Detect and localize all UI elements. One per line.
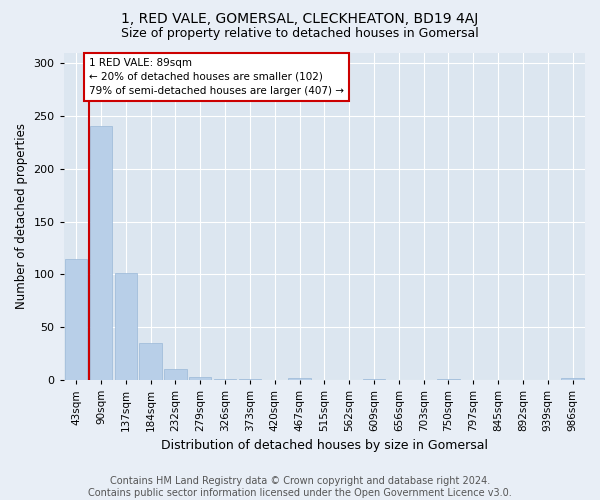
Bar xyxy=(214,379,236,380)
Bar xyxy=(239,379,261,380)
Bar xyxy=(437,379,460,380)
Bar xyxy=(65,258,87,380)
Bar xyxy=(164,370,187,380)
Bar xyxy=(363,379,385,380)
Text: 1, RED VALE, GOMERSAL, CLECKHEATON, BD19 4AJ: 1, RED VALE, GOMERSAL, CLECKHEATON, BD19… xyxy=(121,12,479,26)
Bar xyxy=(562,378,584,380)
X-axis label: Distribution of detached houses by size in Gomersal: Distribution of detached houses by size … xyxy=(161,440,488,452)
Text: 1 RED VALE: 89sqm
← 20% of detached houses are smaller (102)
79% of semi-detache: 1 RED VALE: 89sqm ← 20% of detached hous… xyxy=(89,58,344,96)
Text: Size of property relative to detached houses in Gomersal: Size of property relative to detached ho… xyxy=(121,28,479,40)
Y-axis label: Number of detached properties: Number of detached properties xyxy=(15,124,28,310)
Bar xyxy=(115,274,137,380)
Bar xyxy=(90,126,112,380)
Text: Contains HM Land Registry data © Crown copyright and database right 2024.
Contai: Contains HM Land Registry data © Crown c… xyxy=(88,476,512,498)
Bar xyxy=(289,378,311,380)
Bar xyxy=(139,343,162,380)
Bar xyxy=(189,377,211,380)
